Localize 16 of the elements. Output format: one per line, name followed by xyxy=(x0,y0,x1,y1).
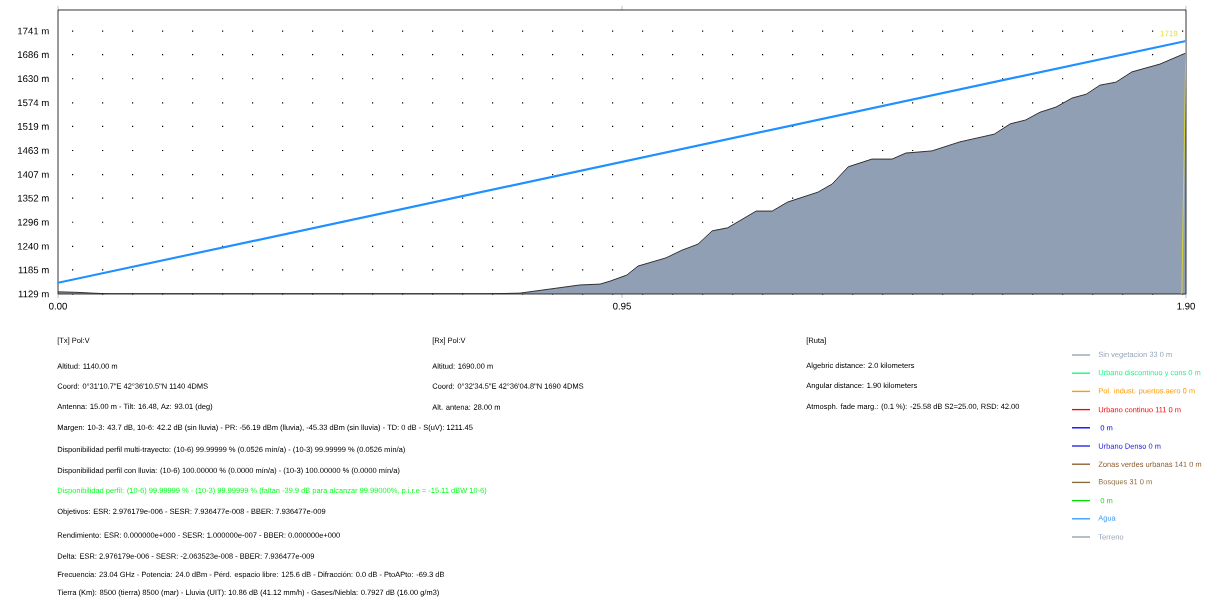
y-tick-label: 1240 m xyxy=(18,242,49,250)
y-tick-label: 1407 m xyxy=(18,171,49,178)
x-tick-label: 0.00 xyxy=(49,302,67,310)
y-tick-label: 1519 m xyxy=(18,123,49,130)
annotation: 1719 xyxy=(1160,30,1178,37)
y-tick-label: 1352 m xyxy=(18,194,49,202)
y-tick-label: 1296 m xyxy=(18,218,49,226)
y-tick-label: 1185 m xyxy=(18,266,49,274)
y-tick-label: 1129 m xyxy=(18,290,49,298)
y-tick-label: 1741 m xyxy=(18,27,49,35)
y-tick-label: 1463 m xyxy=(18,147,49,154)
x-tick-label: 0.95 xyxy=(613,302,631,310)
y-tick-label: 1686 m xyxy=(18,51,49,59)
y-tick-label: 1630 m xyxy=(18,75,49,83)
y-tick-label: 1574 m xyxy=(18,99,49,107)
x-tick-label: 1.90 xyxy=(1177,302,1195,310)
